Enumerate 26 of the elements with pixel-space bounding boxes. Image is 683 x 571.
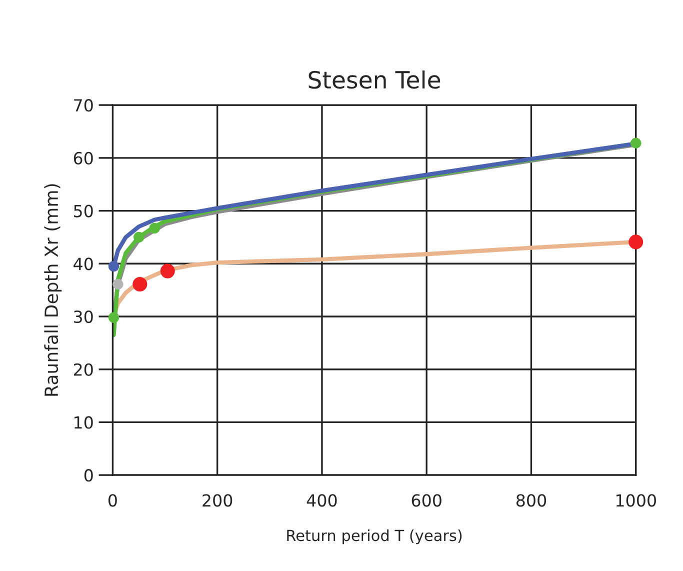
x-axis-title: Return period T (years) — [287, 529, 462, 544]
point — [108, 312, 120, 323]
point — [112, 278, 124, 290]
point — [132, 276, 148, 292]
y-tick-label: 50 — [74, 204, 93, 218]
point — [149, 222, 160, 234]
y-axis-title: Raunfall Depth Xr (mm) — [44, 184, 62, 396]
y-tick-label: 0 — [84, 469, 93, 482]
point — [108, 260, 120, 272]
y-tick-label: 10 — [74, 416, 93, 429]
y-tick-label: 70 — [74, 99, 93, 112]
point — [630, 138, 642, 148]
y-tick-label: 20 — [74, 363, 93, 376]
x-tick-label: 200 — [202, 494, 232, 507]
y-tick-label: 40 — [74, 258, 93, 270]
y-tick-label: 30 — [74, 310, 93, 324]
x-tick-label: 1000 — [616, 494, 656, 507]
y-tick-label: 60 — [74, 152, 93, 164]
chart-title: Stesen Tele — [308, 70, 440, 89]
x-tick-label: 600 — [412, 494, 442, 507]
x-tick-label: 0 — [108, 494, 117, 507]
point — [628, 234, 644, 250]
point — [133, 232, 144, 243]
x-tick-label: 800 — [516, 494, 546, 507]
point — [160, 264, 175, 278]
x-tick-label: 400 — [306, 494, 337, 507]
